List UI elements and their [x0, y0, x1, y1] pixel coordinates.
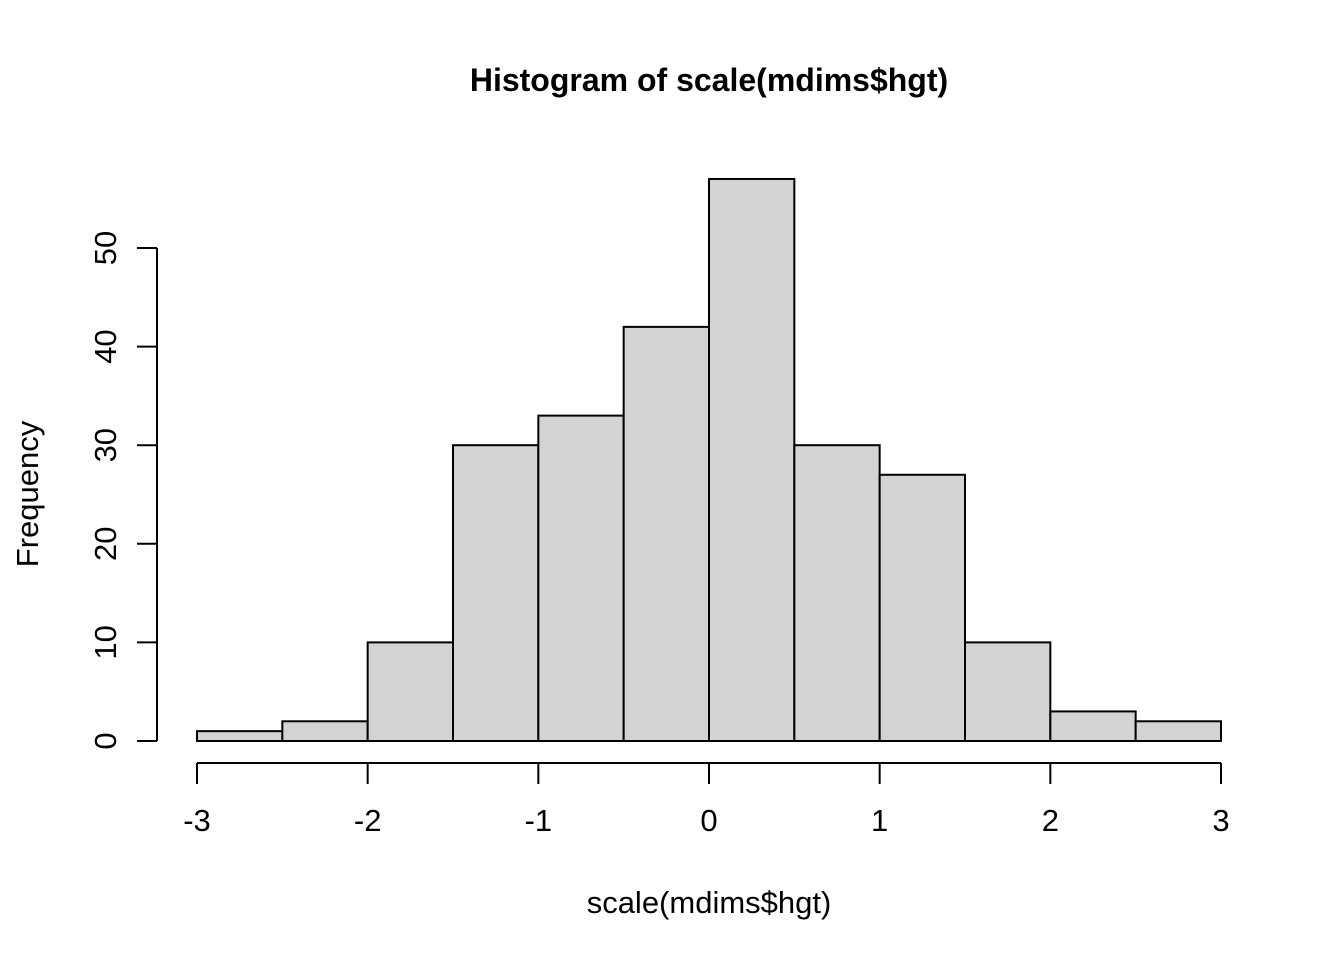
histogram-bar	[366, 641, 454, 743]
histogram-bar	[1134, 720, 1222, 743]
y-tick-label: 0	[88, 732, 123, 749]
histogram-bar	[196, 730, 284, 743]
histogram-bar	[622, 325, 711, 742]
x-tick-label: 1	[871, 803, 888, 838]
histogram-bar	[878, 473, 967, 742]
histogram-bar	[452, 444, 540, 742]
bars-group	[196, 177, 1222, 743]
y-tick-label: 20	[88, 527, 123, 561]
x-tick-label: -3	[183, 803, 211, 838]
y-tick-label: 50	[88, 231, 123, 265]
histogram-bar	[793, 444, 881, 742]
x-axis-label: scale(mdims$hgt)	[587, 885, 832, 920]
histogram-bar	[537, 414, 625, 742]
x-tick-label: 3	[1212, 803, 1229, 838]
chart-title: Histogram of scale(mdims$hgt)	[470, 62, 948, 98]
y-axis-group: 0 10 20 30 40 50	[88, 231, 158, 750]
x-tick-label: 0	[700, 803, 717, 838]
y-tick-label: 30	[88, 428, 123, 462]
y-tick-label: 10	[88, 625, 123, 659]
x-tick-label: 2	[1042, 803, 1059, 838]
x-tick-label: -1	[525, 803, 553, 838]
y-tick-label: 40	[88, 329, 123, 363]
histogram-bar	[281, 720, 369, 743]
y-axis-label: Frequency	[10, 420, 45, 567]
histogram-bar	[964, 641, 1052, 743]
histogram-bar	[1049, 710, 1137, 742]
x-tick-label: -2	[354, 803, 382, 838]
histogram-bar	[708, 177, 796, 743]
x-axis-group: -3 -2 -1 0 1 2 3	[183, 762, 1230, 838]
